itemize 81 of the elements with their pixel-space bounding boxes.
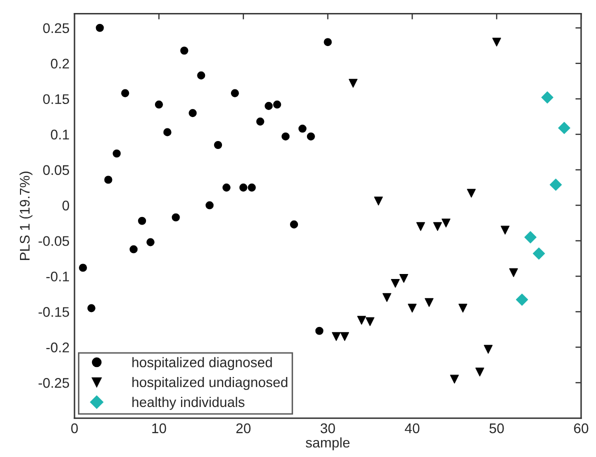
x-tick-label: 60 (574, 423, 588, 434)
point (466, 188, 476, 198)
point (550, 178, 562, 191)
point (458, 304, 468, 313)
point (306, 132, 315, 140)
point (230, 89, 239, 98)
point (433, 222, 442, 231)
point (256, 118, 264, 126)
y-tick-label: 0.15 (43, 94, 70, 104)
point (172, 213, 180, 222)
point (206, 201, 214, 210)
x-tick-label: 20 (236, 423, 251, 434)
point (214, 140, 222, 149)
point (315, 326, 324, 335)
point (399, 274, 408, 283)
point (442, 218, 450, 228)
point (96, 24, 104, 32)
point (273, 100, 282, 109)
point (408, 304, 417, 313)
point (282, 132, 290, 140)
x-tick-label: 30 (320, 423, 335, 434)
point (500, 226, 510, 235)
point (348, 78, 358, 88)
x-tick-label: 0 (71, 423, 78, 434)
point (424, 298, 434, 307)
point (112, 149, 121, 158)
point (87, 304, 96, 312)
point (222, 184, 231, 192)
x-tick-label: 50 (490, 423, 504, 434)
point (509, 268, 518, 278)
point (541, 91, 554, 104)
x-axis-title: sample (306, 437, 350, 450)
y-tick-label: 0.2 (50, 58, 69, 69)
y-tick-label: -0.05 (38, 236, 70, 246)
legend-label: hospitalized diagnosed (132, 357, 272, 370)
y-tick-label: 0.1 (50, 130, 69, 140)
point (374, 196, 383, 206)
y-tick-label: 0 (62, 200, 70, 210)
point (104, 176, 112, 184)
point (532, 247, 545, 260)
y-tick-label: -0.1 (46, 272, 69, 282)
point (492, 38, 502, 46)
point (138, 216, 146, 225)
point (264, 102, 273, 110)
point (146, 238, 155, 246)
legend-label: hospitalized undiagnosed (132, 376, 288, 390)
point (524, 231, 537, 244)
point (248, 184, 256, 192)
y-tick-label: -0.15 (38, 307, 70, 317)
legend-label: healthy individuals (132, 396, 244, 410)
point (180, 46, 188, 55)
point (324, 38, 332, 46)
point (416, 222, 426, 231)
point (357, 316, 366, 325)
point (239, 184, 248, 192)
point (516, 294, 528, 306)
point (332, 332, 341, 341)
point (558, 122, 570, 134)
y-tick-label: 0.25 (43, 23, 70, 34)
point (382, 293, 392, 302)
point (450, 374, 459, 384)
y-axis-title: PLS 1 (19.7%) (19, 172, 32, 260)
point (475, 368, 484, 376)
point (290, 220, 298, 228)
x-tick-label: 40 (404, 423, 420, 434)
x-tick-label: 10 (152, 423, 166, 434)
y-tick-label: -0.25 (38, 378, 70, 388)
point (366, 317, 374, 326)
point (390, 278, 400, 288)
point (130, 245, 138, 254)
point (163, 128, 172, 136)
point (121, 89, 130, 98)
y-tick-label: -0.2 (46, 342, 69, 352)
point (484, 344, 493, 354)
y-tick-label: 0.05 (43, 165, 70, 175)
point (188, 109, 197, 118)
point (154, 100, 163, 109)
point (340, 332, 350, 341)
point (197, 71, 206, 80)
point (298, 124, 306, 133)
point (78, 264, 87, 272)
